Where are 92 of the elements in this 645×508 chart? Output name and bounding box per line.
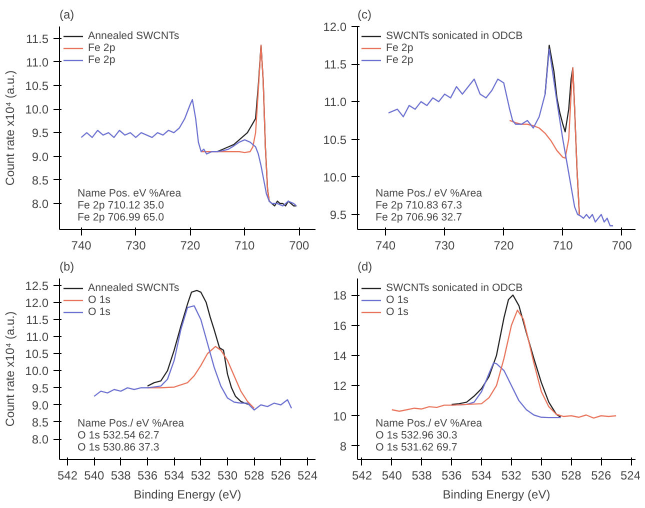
x-tick-label: 700 (612, 238, 632, 252)
y-tick-label: 9.5 (330, 208, 347, 222)
annotation: Name Pos./ eV %Area (376, 188, 482, 200)
y-tick-label: 8.5 (32, 415, 49, 430)
annotation: Fe 2p 710.83 67.3 (376, 200, 462, 212)
y-tick-label: 10.0 (25, 102, 49, 117)
x-tick-label: 710 (552, 238, 574, 252)
y-tick-label: 10 (333, 409, 347, 424)
y-tick-label: 12.0 (323, 20, 347, 34)
y-tick-label: 12 (333, 379, 347, 394)
annotation: Fe 2p 710.12 35.0 (78, 200, 164, 212)
x-tick-label: 524 (620, 468, 641, 482)
x-tick-label: 720 (494, 238, 514, 252)
legend-label: Fe 2p (88, 42, 116, 54)
y-tick-label: 10.5 (25, 347, 49, 362)
chart-title: (c) (358, 8, 372, 22)
y-tick-label: 14 (333, 348, 347, 363)
y-tick-label: 8.0 (32, 197, 49, 212)
x-tick-label: 528 (244, 468, 265, 482)
annotation: Fe 2p 706.96 32.7 (376, 212, 462, 224)
x-tick-label: 720 (180, 238, 201, 252)
chart-title: (a) (60, 8, 74, 22)
x-axis-title: Binding Energy (eV) (134, 488, 242, 502)
x-tick-label: 530 (217, 468, 238, 482)
y-tick-label: 9.5 (32, 381, 49, 396)
x-tick-label: 710 (234, 238, 256, 252)
legend-label: O 1s (386, 306, 409, 318)
x-tick-label: 538 (110, 468, 132, 482)
x-tick-label: 542 (352, 468, 372, 482)
y-tick-label: 9.0 (32, 398, 49, 412)
legend-label: Annealed SWCNTs (88, 282, 180, 294)
y-tick-label: 11.0 (324, 95, 347, 110)
y-axis-title: Count rate x10⁴ (a.u.) (3, 311, 18, 427)
x-tick-label: 730 (126, 238, 146, 252)
x-tick-label: 532 (190, 468, 212, 482)
annotation: Name Pos./ eV %Area (78, 418, 184, 430)
legend-label: SWCNTs sonicated in ODCB (386, 30, 523, 42)
x-tick-label: 534 (164, 468, 185, 482)
x-tick-label: 538 (412, 468, 432, 482)
y-tick-label: 8 (340, 439, 347, 454)
y-tick-label: 11.0 (26, 330, 49, 344)
legend-label: O 1s (88, 306, 111, 318)
legend-label: Fe 2p (386, 42, 414, 54)
x-tick-label: 700 (289, 238, 310, 252)
x-tick-label: 730 (434, 238, 455, 252)
x-tick-label: 536 (137, 468, 158, 482)
annotation: O 1s 530.86 37.3 (78, 442, 160, 454)
annotation: Fe 2p 706.99 65.0 (78, 212, 164, 224)
y-tick-label: 10.5 (323, 132, 347, 147)
y-tick-label: 11.5 (324, 58, 347, 72)
y-tick-label: 11.0 (26, 55, 49, 70)
y-tick-label: 10.0 (25, 364, 49, 378)
annotation: Name Pos./ eV %Area (376, 418, 482, 430)
x-tick-label: 740 (376, 238, 396, 252)
chart-title: (d) (358, 260, 372, 274)
legend-label: Fe 2p (386, 54, 414, 66)
legend-label: SWCNTs sonicated in ODCB (386, 282, 523, 294)
y-tick-label: 12.0 (25, 296, 49, 310)
x-tick-label: 526 (591, 468, 612, 482)
y-tick-label: 8.5 (32, 173, 49, 188)
y-tick-label: 12.5 (25, 278, 49, 293)
chart-title: (b) (60, 260, 74, 274)
y-tick-label: 16 (333, 318, 347, 333)
x-tick-label: 528 (561, 468, 582, 482)
y-tick-label: 10.5 (25, 79, 49, 94)
legend-label: Annealed SWCNTs (88, 30, 180, 42)
legend-label: O 1s (386, 294, 409, 306)
y-tick-label: 18 (333, 288, 347, 303)
x-tick-label: 540 (382, 468, 402, 482)
x-tick-label: 526 (270, 468, 292, 482)
legend-label: Fe 2p (88, 54, 116, 66)
y-tick-label: 9.0 (32, 150, 49, 164)
x-tick-label: 532 (501, 468, 522, 482)
legend-label: O 1s (88, 294, 111, 306)
x-tick-label: 534 (472, 468, 492, 482)
y-tick-label: 8.0 (32, 432, 49, 447)
y-axis-title: Count rate x10⁴ (a.u.) (3, 70, 18, 186)
x-tick-label: 740 (71, 238, 92, 252)
annotation: Name Pos. eV %Area (78, 188, 182, 200)
x-tick-label: 540 (84, 468, 105, 482)
annotation: O 1s 531.62 69.7 (376, 442, 458, 454)
x-axis-title: Binding Energy (eV) (442, 488, 550, 502)
x-tick-label: 524 (297, 468, 318, 482)
x-tick-label: 530 (531, 468, 552, 482)
y-tick-label: 11.5 (26, 32, 49, 46)
x-tick-label: 536 (442, 468, 462, 482)
y-tick-label: 9.5 (32, 126, 49, 140)
y-tick-label: 10.0 (323, 170, 347, 184)
y-tick-label: 11.5 (26, 312, 49, 327)
annotation: O 1s 532.54 62.7 (78, 430, 160, 442)
annotation: O 1s 532.96 30.3 (376, 430, 458, 442)
x-tick-label: 542 (57, 468, 78, 482)
